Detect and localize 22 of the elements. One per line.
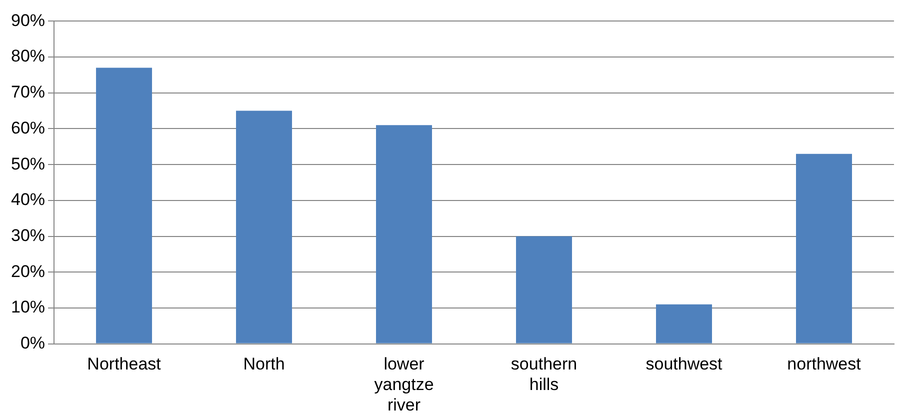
bar (96, 68, 152, 344)
bar (516, 236, 572, 344)
x-tick-label: northwest (787, 354, 862, 374)
y-tick-label: 90% (10, 10, 46, 30)
y-tick-label: 70% (10, 82, 46, 102)
y-tick-label: 10% (10, 298, 46, 317)
bar (656, 304, 712, 344)
bar (796, 154, 852, 344)
bar (376, 125, 432, 344)
y-tick-label: 30% (10, 226, 46, 245)
x-tick-label: Northeast (87, 354, 162, 374)
x-tick-label: North (243, 354, 285, 374)
y-tick-label: 60% (10, 118, 46, 138)
bar (236, 110, 292, 344)
x-tick-label: lower yangtze river (374, 354, 434, 414)
y-tick-label: 20% (10, 262, 46, 281)
y-tick-label: 0% (20, 333, 46, 352)
x-tick-label: southern hills (510, 354, 578, 394)
y-tick-label: 50% (10, 154, 46, 174)
y-tick-label: 80% (10, 46, 46, 66)
y-tick-label: 40% (10, 190, 46, 210)
x-tick-label: southwest (646, 354, 723, 374)
